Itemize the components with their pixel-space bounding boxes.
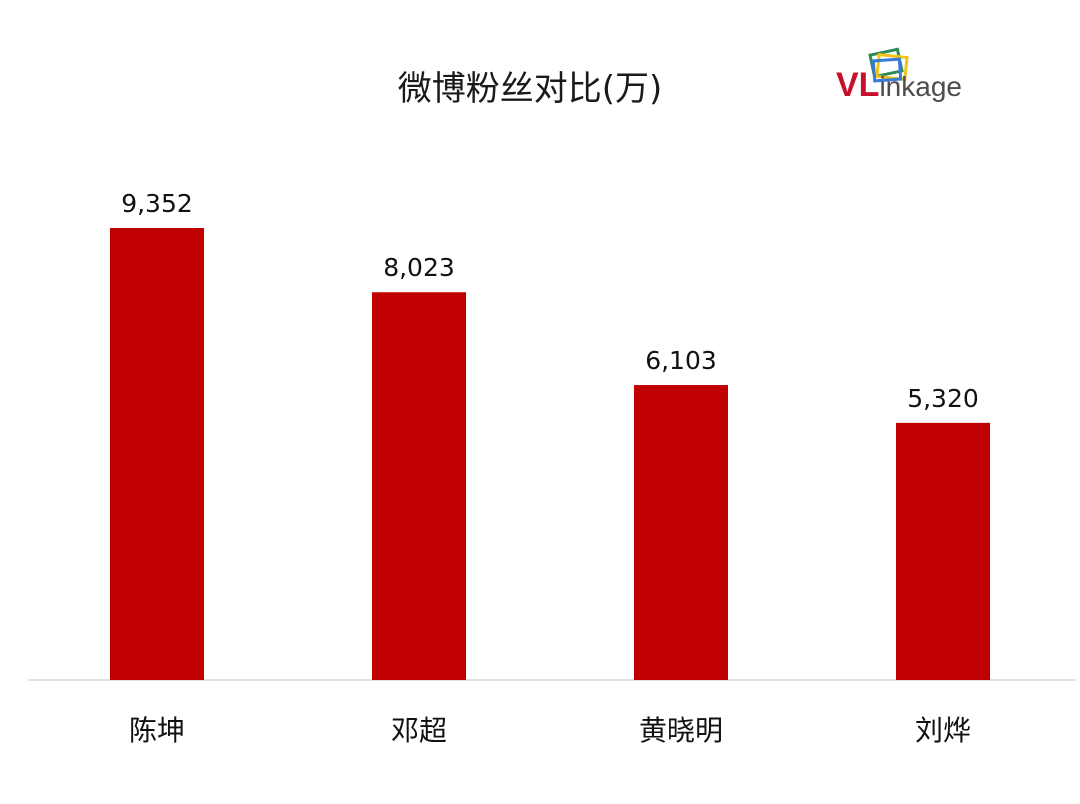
- category-label-4: 刘烨: [915, 714, 971, 747]
- vlinkage-logo: VLinkage: [836, 47, 962, 104]
- logo-frames-icon: [868, 47, 909, 83]
- category-label-2: 邓超: [391, 714, 447, 747]
- chart-title: 微博粉丝对比(万): [398, 69, 663, 109]
- category-label-3: 黄晓明: [639, 714, 723, 747]
- bar-3: [634, 385, 728, 680]
- logo-text-inkage: inkage: [879, 71, 962, 102]
- value-label-3: 6,103: [645, 346, 717, 375]
- value-labels-group: 9,352 8,023 6,103 5,320: [121, 189, 979, 413]
- svg-text:VLinkage: VLinkage: [836, 66, 962, 104]
- bar-2: [372, 292, 466, 680]
- value-label-1: 9,352: [121, 189, 193, 218]
- category-labels-group: 陈坤 邓超 黄晓明 刘烨: [129, 714, 971, 747]
- category-label-1: 陈坤: [129, 714, 185, 747]
- logo-text-vl: VL: [836, 66, 879, 104]
- bars-group: [110, 228, 990, 680]
- bar-1: [110, 228, 204, 680]
- bar-4: [896, 422, 990, 680]
- value-label-4: 5,320: [907, 384, 979, 413]
- value-label-2: 8,023: [383, 253, 455, 282]
